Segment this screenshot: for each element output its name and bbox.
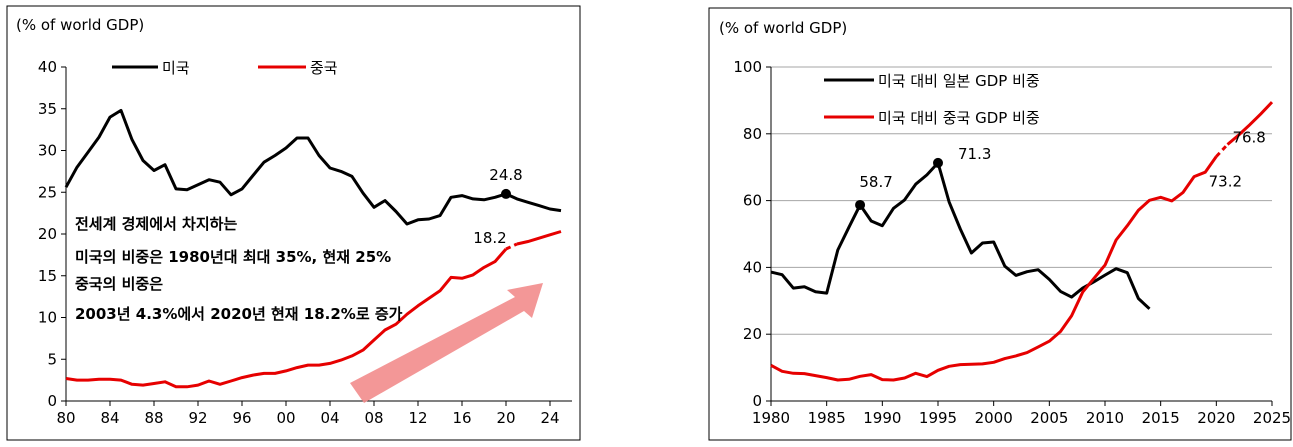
chart-frame: [6, 5, 581, 441]
y-axis-unit-label: (% of world GDP): [719, 19, 847, 37]
x-tick-label: 08: [364, 409, 383, 427]
annotation-line-3: 중국의 비중은: [75, 275, 163, 293]
x-tick-label: 12: [408, 409, 427, 427]
y-tick-label: 20: [743, 325, 762, 343]
point-label: 73.2: [1209, 173, 1242, 191]
point-label: 24.8: [489, 166, 522, 184]
x-tick-label: 2020: [1197, 409, 1235, 427]
y-tick-label: 20: [38, 225, 57, 243]
y-tick-label: 5: [47, 350, 57, 368]
y-tick-label: 40: [743, 258, 762, 276]
y-axis-unit-label: (% of world GDP): [16, 16, 144, 34]
series-line-1: [65, 248, 508, 389]
chart-frame: [708, 7, 1292, 441]
x-tick-label: 00: [276, 409, 295, 427]
legend-label-japan: 미국 대비 일본 GDP 비중: [878, 72, 1040, 90]
point-marker: [933, 157, 943, 168]
x-tick-label: 1985: [808, 409, 846, 427]
x-tick-label: 04: [320, 409, 339, 427]
x-tick-label: 2005: [1030, 409, 1068, 427]
legend-label-china: 중국: [310, 59, 338, 77]
x-tick-label: 92: [188, 409, 207, 427]
x-tick-label: 16: [452, 409, 471, 427]
y-tick-label: 60: [743, 192, 762, 210]
y-tick-label: 30: [38, 142, 57, 160]
x-tick-label: 2000: [975, 409, 1013, 427]
y-tick-label: 25: [38, 183, 57, 201]
x-tick-label: 2025: [1253, 409, 1291, 427]
point-marker: [855, 199, 866, 210]
y-tick-label: 10: [38, 309, 57, 327]
legend-label-us: 미국: [162, 59, 190, 77]
x-tick-label: 88: [144, 409, 163, 427]
x-tick-label: 1995: [919, 409, 957, 427]
series-line-forecast-dashed: [505, 242, 518, 251]
x-tick-label: 20: [496, 409, 515, 427]
annotation-line-4: 2003년 4.3%에서 2020년 현재 18.2%로 증가: [75, 305, 403, 323]
point-label: 76.8: [1232, 128, 1265, 146]
y-tick-label: 40: [38, 58, 57, 76]
series-line-forecast: [516, 230, 562, 246]
y-tick-label: 35: [38, 100, 57, 118]
x-tick-label: 96: [232, 409, 251, 427]
y-tick-label: 100: [733, 58, 762, 76]
x-tick-label: 2010: [1086, 409, 1124, 427]
x-tick-label: 1990: [863, 409, 901, 427]
point-marker: [501, 188, 511, 199]
x-tick-label: 84: [100, 409, 119, 427]
series-line-1: [770, 155, 1218, 382]
point-label: 18.2: [473, 229, 506, 247]
point-label: 58.7: [859, 173, 892, 191]
series-line-forecast: [1226, 101, 1274, 146]
x-tick-label: 2015: [1142, 409, 1180, 427]
legend-label-china: 미국 대비 중국 GDP 비중: [878, 109, 1040, 127]
growth-arrow: [350, 283, 543, 403]
share-of-world-gdp-chart: (% of world GDP) 0 5 10 15 20 25 30 35 40 80 84 88 9…: [6, 5, 581, 441]
x-tick-label: 24: [540, 409, 559, 427]
point-label: 71.3: [958, 145, 991, 163]
annotation-line-2: 미국의 비중은 1980년대 최대 35%, 현재 25%: [75, 248, 391, 266]
series-line-0: [770, 161, 1151, 310]
series-line-forecast-dashed: [1215, 143, 1229, 158]
y-tick-label: 0: [752, 392, 762, 410]
y-tick-label: 0: [47, 392, 57, 410]
annotation-line-1: 전세계 경제에서 차지하는: [75, 215, 237, 233]
x-tick-label: 1980: [752, 409, 790, 427]
series-line-0: [64, 108, 562, 226]
gdp-ratio-vs-us-chart: (% of world GDP) 0 20 40 60 80 100 1980 1985 199…: [708, 7, 1292, 441]
x-tick-label: 80: [56, 409, 75, 427]
y-tick-label: 80: [743, 125, 762, 143]
y-tick-label: 15: [38, 267, 57, 285]
